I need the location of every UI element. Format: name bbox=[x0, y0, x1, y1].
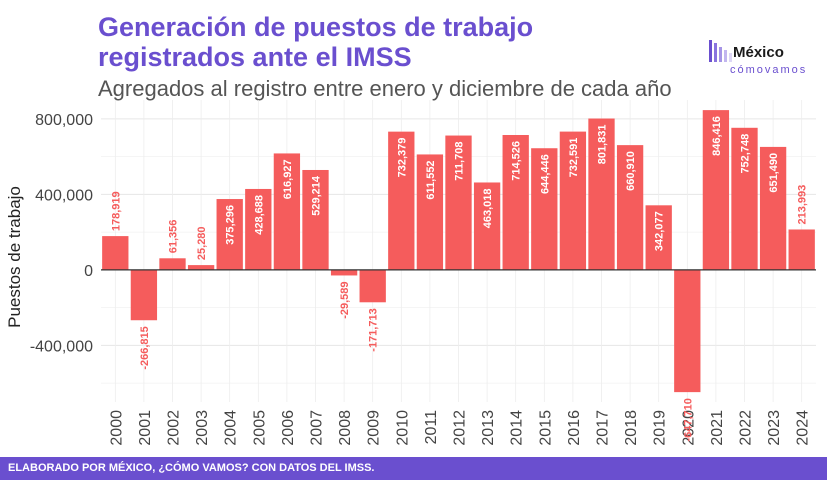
bar-2003 bbox=[187, 265, 215, 270]
value-label-2008: -29,589 bbox=[339, 281, 351, 318]
y-axis-tick-labels: -400,000 0 400,000 800,000 bbox=[30, 112, 93, 356]
value-label-2003: 25,280 bbox=[196, 226, 208, 260]
value-label-2010: 732,379 bbox=[396, 138, 408, 178]
y-axis-title: Puestos de trabajo bbox=[5, 186, 24, 328]
value-label-2016: 732,591 bbox=[568, 138, 580, 178]
bar-2000 bbox=[102, 236, 129, 270]
value-label-2004: 375,296 bbox=[225, 205, 237, 245]
x-tick-label-2003: 2003 bbox=[194, 410, 211, 446]
y-tick-label: 800,000 bbox=[35, 112, 93, 129]
value-label-2017: 801,831 bbox=[597, 125, 609, 165]
bar-2001 bbox=[130, 269, 158, 321]
chart-title: Generación de puestos de trabajo registr… bbox=[98, 12, 533, 72]
bar-2011 bbox=[416, 154, 444, 270]
bar-2005 bbox=[245, 188, 272, 270]
y-tick-label: 0 bbox=[84, 263, 93, 280]
value-label-2002: 61,356 bbox=[168, 220, 180, 254]
value-label-2019: 342,077 bbox=[654, 211, 666, 251]
x-axis-tick-labels: 2000 2001 2002 2003 2004 2005 2006 2007 2008 2009… bbox=[108, 410, 811, 446]
x-tick-label-2017: 2017 bbox=[595, 410, 612, 446]
x-tick-label-2006: 2006 bbox=[280, 410, 297, 446]
x-tick-label-2022: 2022 bbox=[738, 410, 755, 446]
value-label-2023: 651,490 bbox=[768, 153, 780, 193]
bar-2010 bbox=[388, 131, 415, 270]
footer-source-bar: ELABORADO POR MÉXICO, ¿CÓMO VAMOS? CON D… bbox=[0, 457, 827, 480]
x-tick-label-2002: 2002 bbox=[166, 410, 183, 446]
x-tick-label-2013: 2013 bbox=[480, 410, 497, 446]
value-label-2013: 463,018 bbox=[482, 188, 494, 228]
bar-2007 bbox=[302, 169, 329, 270]
chart-title-line2: registrados ante el IMSS bbox=[98, 42, 412, 72]
x-tick-label-2020: 2020 bbox=[680, 410, 697, 446]
x-tick-label-2023: 2023 bbox=[766, 410, 783, 446]
bar-2013 bbox=[473, 182, 501, 270]
value-label-2007: 529,214 bbox=[311, 175, 323, 216]
x-tick-label-2004: 2004 bbox=[223, 410, 240, 446]
bar-2014 bbox=[502, 135, 529, 270]
x-tick-label-2000: 2000 bbox=[108, 410, 125, 446]
value-label-2005: 428,688 bbox=[253, 195, 265, 235]
x-tick-label-2009: 2009 bbox=[366, 410, 383, 446]
value-label-2011: 611,552 bbox=[425, 160, 437, 199]
bar-chart: -400,000 0 400,000 800,000 2000 2001 2002 2003… bbox=[5, 100, 816, 446]
bar-2022 bbox=[731, 127, 758, 270]
value-label-2000: 178,919 bbox=[110, 191, 122, 231]
bar-2019 bbox=[645, 205, 672, 270]
bar-2009 bbox=[359, 269, 386, 303]
value-label-2022: 752,748 bbox=[740, 134, 752, 174]
value-label-2014: 714,526 bbox=[511, 141, 523, 181]
bar-2004 bbox=[216, 199, 243, 270]
value-label-2020: -647,710 bbox=[682, 398, 694, 441]
x-tick-label-2005: 2005 bbox=[251, 410, 268, 446]
logo-word: México bbox=[733, 44, 784, 61]
chart-bars bbox=[102, 110, 815, 393]
x-tick-label-2001: 2001 bbox=[137, 410, 154, 446]
chart-subtitle: Agregados al registro entre enero y dici… bbox=[98, 76, 672, 101]
bar-2008 bbox=[330, 269, 358, 276]
value-label-2015: 644,446 bbox=[539, 154, 551, 194]
bar-2016 bbox=[559, 131, 587, 270]
bar-2002 bbox=[159, 258, 186, 270]
x-tick-label-2016: 2016 bbox=[566, 410, 583, 446]
x-tick-label-2024: 2024 bbox=[795, 410, 812, 446]
value-label-2006: 616,927 bbox=[282, 159, 294, 199]
value-label-2018: 660,910 bbox=[625, 151, 637, 191]
bar-2020 bbox=[674, 269, 701, 393]
bar-2006 bbox=[273, 153, 301, 270]
x-tick-label-2014: 2014 bbox=[509, 410, 526, 446]
bar-2021 bbox=[702, 110, 730, 270]
x-tick-label-2011: 2011 bbox=[423, 410, 440, 445]
bar-2023 bbox=[759, 146, 787, 270]
value-label-2021: 846,416 bbox=[711, 116, 723, 156]
value-label-2001: -266,815 bbox=[139, 326, 151, 369]
value-label-2012: 711,708 bbox=[454, 142, 466, 181]
bar-2018 bbox=[616, 145, 644, 270]
x-tick-label-2021: 2021 bbox=[709, 410, 726, 446]
x-tick-label-2012: 2012 bbox=[452, 410, 469, 446]
logo-subword: cómovamos bbox=[730, 64, 808, 76]
x-tick-label-2018: 2018 bbox=[623, 410, 640, 446]
y-tick-label: 400,000 bbox=[35, 187, 93, 204]
bar-value-labels: 178,919 -266,815 61,356 25,280 375,296 428,68… bbox=[110, 116, 808, 441]
x-tick-label-2015: 2015 bbox=[537, 410, 554, 446]
bar-2024 bbox=[788, 229, 815, 270]
bar-2017 bbox=[588, 118, 615, 270]
x-tick-label-2007: 2007 bbox=[309, 410, 326, 446]
x-tick-label-2008: 2008 bbox=[337, 410, 354, 446]
x-tick-label-2019: 2019 bbox=[652, 410, 669, 446]
value-label-2024: 213,993 bbox=[797, 185, 809, 225]
value-label-2009: -171,713 bbox=[368, 308, 380, 351]
y-tick-label: -400,000 bbox=[30, 338, 93, 355]
bar-2015 bbox=[531, 148, 558, 270]
logo-bars-icon bbox=[709, 40, 732, 62]
bar-2012 bbox=[445, 135, 472, 270]
chart-title-line1: Generación de puestos de trabajo bbox=[98, 12, 534, 42]
x-tick-label-2010: 2010 bbox=[394, 410, 411, 446]
mexico-como-vamos-logo: México cómovamos bbox=[708, 36, 818, 80]
